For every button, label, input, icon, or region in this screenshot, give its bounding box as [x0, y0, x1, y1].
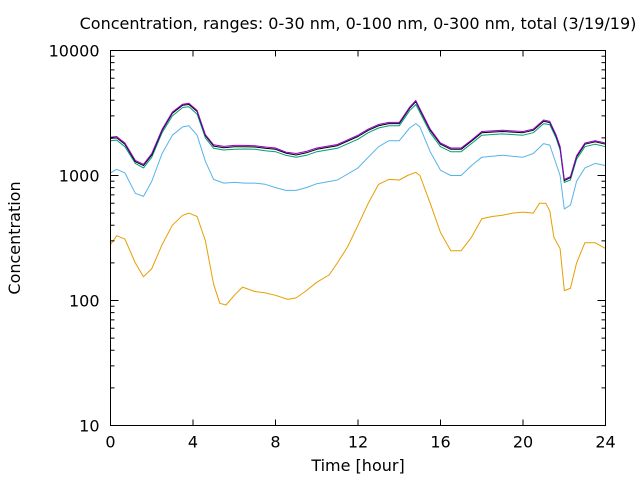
y-tick-label: 100 [69, 292, 100, 311]
series-line-5 [110, 100, 606, 180]
series-line-1 [110, 171, 606, 306]
y-tick-label: 10 [79, 417, 99, 436]
x-tick-label: 20 [513, 433, 533, 452]
plot-frame [110, 50, 606, 426]
x-tick-label: 24 [595, 433, 615, 452]
x-tick-label: 12 [348, 433, 368, 452]
y-tick-label: 10000 [49, 42, 100, 61]
x-tick-label: 16 [430, 433, 450, 452]
x-tick-label: 4 [188, 433, 198, 452]
series-line-2 [110, 123, 606, 210]
series-layer [110, 100, 606, 306]
x-tick-label: 8 [270, 433, 280, 452]
series-line-3 [110, 104, 606, 183]
y-tick-label: 1000 [59, 167, 100, 186]
x-axis-label: Time [hour] [310, 456, 404, 475]
x-tick-label: 0 [105, 433, 115, 452]
tick-layer: 0 4 8 12 16 20 24 10 100 1000 10000 [49, 42, 616, 452]
series-line-4 [110, 101, 606, 182]
y-axis-label: Concentration [5, 181, 24, 294]
chart-title: Concentration, ranges: 0-30 nm, 0-100 nm… [80, 14, 637, 33]
